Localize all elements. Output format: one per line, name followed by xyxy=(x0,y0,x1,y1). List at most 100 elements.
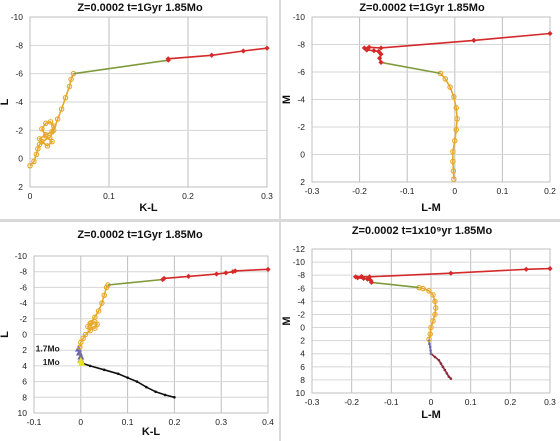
data-point xyxy=(88,319,94,326)
x-tick-label: 0.3 xyxy=(215,417,227,427)
series-line xyxy=(362,32,551,63)
data-point xyxy=(87,327,93,334)
y-tick-label: -10 xyxy=(293,257,306,267)
x-axis-label: K-L xyxy=(139,202,158,214)
data-point xyxy=(213,271,220,277)
data-point xyxy=(428,345,432,349)
y-tick-label: 6 xyxy=(22,377,27,387)
data-point xyxy=(428,324,434,331)
data-point xyxy=(450,158,456,165)
x-axis-label: K-L xyxy=(142,426,161,438)
x-tick-label: 0 xyxy=(28,191,33,201)
series-line xyxy=(439,72,459,180)
data-point xyxy=(161,275,167,281)
data-point xyxy=(58,106,65,112)
series-line xyxy=(29,73,75,167)
y-axis-label: M xyxy=(282,316,293,325)
y-tick-label: -12 xyxy=(293,244,306,254)
chart-kl-top-left: Z=0.0002 t=1Gyr 1.85Mo 0 0.1 0.2 0.3 -10 -8 -6 -… xyxy=(0,2,273,214)
series-line xyxy=(73,59,169,75)
x-tick-label: 0 xyxy=(78,417,83,427)
chart-panel-top-left: Z=0.0002 t=1Gyr 1.85Mo 0 0.1 0.2 0.3 -10 -8 -6 -… xyxy=(0,0,278,218)
data-point xyxy=(426,336,432,343)
data-point xyxy=(39,126,45,132)
data-point xyxy=(101,292,107,299)
data-point xyxy=(165,56,171,62)
x-tick-label: 0.1 xyxy=(496,186,508,196)
data-point xyxy=(452,138,458,144)
data-point xyxy=(49,138,55,145)
data-point xyxy=(453,105,459,111)
annotation-label: 1.7Mo xyxy=(36,344,60,354)
data-point xyxy=(88,364,92,368)
data-point xyxy=(31,158,37,165)
x-tick-label: -0.2 xyxy=(344,397,359,407)
data-point xyxy=(358,273,365,280)
data-point xyxy=(92,314,98,320)
plot-area-border xyxy=(33,255,269,414)
data-point xyxy=(27,163,33,169)
chart-panel-bottom-left: Z=0.0002 t=1Gyr 1.85Mo -0.1 0 0.1 0.2 0.3 0.4 -… xyxy=(0,223,278,441)
data-point xyxy=(50,127,57,134)
data-point xyxy=(429,352,433,356)
y-tick-label: -10 xyxy=(11,12,24,22)
x-tick-label: -0.3 xyxy=(305,186,320,196)
data-point xyxy=(154,390,157,394)
x-axis-label: L-M xyxy=(421,409,441,421)
data-point xyxy=(173,396,176,399)
y-tick-label: -4 xyxy=(297,95,305,105)
chart-title: Z=0.0002 t=1Gyr 1.85Mo xyxy=(77,2,203,14)
data-point xyxy=(99,300,105,306)
data-point xyxy=(439,362,443,365)
series-line xyxy=(107,278,163,286)
series-line xyxy=(167,47,268,61)
data-point xyxy=(454,116,460,122)
panel-divider-horizontal xyxy=(0,219,560,222)
x-tick-label: 0.1 xyxy=(103,191,115,201)
y-tick-label: -8 xyxy=(297,270,305,280)
data-point xyxy=(135,380,139,383)
data-point xyxy=(451,176,457,183)
y-tick-label: -2 xyxy=(19,314,27,324)
data-point xyxy=(240,48,246,54)
y-tick-label: 2 xyxy=(22,345,27,355)
chart-title: Z=0.0002 t=1Gyr 1.85Mo xyxy=(77,229,203,241)
chart-lm-top-right: Z=0.0002 t=1Gyr 1.85Mo -0.3 -0.2 -0.1 0 0.1 0.… xyxy=(282,2,556,214)
y-tick-label: -10 xyxy=(293,12,306,22)
data-point xyxy=(209,52,215,58)
data-point xyxy=(442,76,449,82)
y-tick-label: -4 xyxy=(19,298,27,308)
data-point xyxy=(453,127,459,133)
data-point xyxy=(264,45,270,51)
x-tick-label: -0.1 xyxy=(384,397,399,407)
data-point xyxy=(78,339,84,346)
annotation-label: 1Mo xyxy=(43,357,60,367)
data-point xyxy=(441,365,445,369)
x-tick-label: -0.3 xyxy=(305,397,320,407)
data-point xyxy=(378,59,384,65)
data-point xyxy=(376,55,383,61)
y-tick-label: -2 xyxy=(297,122,305,132)
data-point xyxy=(426,288,432,294)
chart-panel-top-right: Z=0.0002 t=1Gyr 1.85Mo -0.3 -0.2 -0.1 0 0.1 0.… xyxy=(282,0,560,218)
data-point xyxy=(429,349,432,352)
y-tick-label: -10 xyxy=(15,251,28,261)
data-point xyxy=(145,385,148,389)
data-point xyxy=(185,273,192,280)
x-tick-label: 0.1 xyxy=(122,417,134,427)
data-point xyxy=(46,134,53,141)
y-axis-label: L xyxy=(0,331,11,338)
y-tick-label: 0 xyxy=(18,154,23,164)
series-line xyxy=(371,281,420,289)
data-point xyxy=(523,266,529,272)
data-point xyxy=(451,94,457,100)
series-line xyxy=(380,61,441,75)
x-tick-label: 0 xyxy=(452,186,457,196)
y-tick-label: -8 xyxy=(15,40,23,50)
data-point xyxy=(116,372,120,376)
plot-area-border xyxy=(311,248,551,394)
data-point xyxy=(80,335,86,342)
data-point xyxy=(66,83,73,90)
data-point xyxy=(163,393,167,397)
series-line xyxy=(80,362,175,399)
